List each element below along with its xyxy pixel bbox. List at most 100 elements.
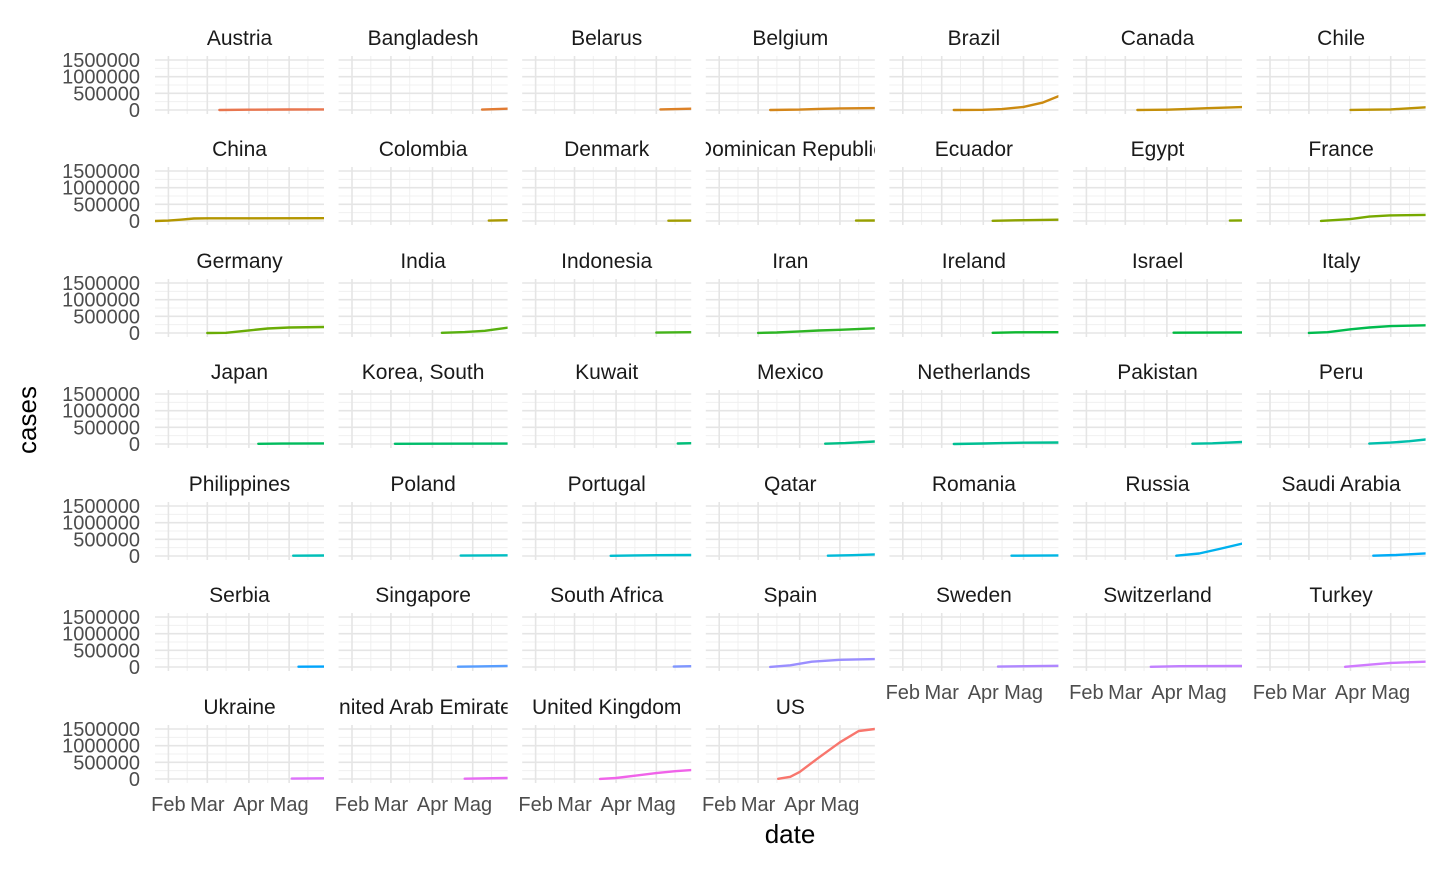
panel-portugal: Portugal <box>522 473 691 560</box>
panel-strip-label: Pakistan <box>1117 361 1198 384</box>
panel-strip-label: France <box>1308 138 1373 161</box>
y-tick-label: 1500000 <box>62 719 140 741</box>
series-line <box>207 327 324 333</box>
series-line <box>1369 440 1425 444</box>
panel-peru: Peru <box>1257 361 1426 448</box>
y-axis-title: cases <box>12 386 42 454</box>
panel-kuwait: Kuwait <box>522 361 691 448</box>
panel-colombia: Colombia <box>339 138 508 225</box>
panel-strip-label: US <box>776 696 805 719</box>
panel-strip-label: Romania <box>932 473 1016 496</box>
y-tick-label: 1500000 <box>62 50 140 72</box>
x-tick-label: Mar <box>1108 682 1143 704</box>
x-tick-label: Mar <box>741 794 776 816</box>
series-line <box>219 109 324 110</box>
panel-strip-label: Italy <box>1322 250 1361 273</box>
panel-indonesia: Indonesia <box>522 250 691 337</box>
x-tick-label: Feb <box>518 794 552 816</box>
series-line <box>998 666 1058 667</box>
panel-mexico: Mexico <box>706 361 875 448</box>
panel-strip-label: China <box>212 138 267 161</box>
x-tick-label: Mag <box>820 794 859 816</box>
x-tick-label: Mar <box>374 794 409 816</box>
panel-singapore: Singapore <box>339 584 508 671</box>
panel-strip-label: Philippines <box>189 473 291 496</box>
panel-strip-label: South Africa <box>550 584 664 607</box>
x-tick-label: Feb <box>151 794 185 816</box>
panel-pakistan: Pakistan <box>1073 361 1242 448</box>
series-line <box>1192 442 1242 444</box>
x-tick-label: Apr <box>417 794 448 816</box>
panel-strip-label: Ukraine <box>203 696 275 719</box>
panel-ecuador: Ecuador <box>889 138 1058 225</box>
panel-canada: Canada <box>1073 27 1242 114</box>
series-line <box>482 109 508 110</box>
panel-dominican-republic: Dominican Republic <box>697 138 884 225</box>
series-line <box>993 332 1059 333</box>
panel-romania: Romania <box>889 473 1058 560</box>
panel-ireland: Ireland <box>889 250 1058 337</box>
y-tick-label: 1500000 <box>62 607 140 629</box>
panel-strip-label: Portugal <box>568 473 646 496</box>
x-tick-label: Apr <box>1151 682 1182 704</box>
panel-india: India <box>339 250 508 337</box>
panel-strip-label: Switzerland <box>1103 584 1212 607</box>
panel-strip-label: Saudi Arabia <box>1282 473 1401 496</box>
x-tick-label: Mar <box>190 794 225 816</box>
panel-south-africa: South Africa <box>522 584 691 671</box>
panel-israel: Israel <box>1073 250 1242 337</box>
panel-poland: Poland <box>339 473 508 560</box>
panel-strip-label: Indonesia <box>561 250 652 273</box>
series-line <box>1309 325 1426 333</box>
panel-strip-label: Netherlands <box>917 361 1030 384</box>
x-tick-label: Feb <box>702 794 736 816</box>
panel-denmark: Denmark <box>522 138 691 225</box>
x-tick-label: Apr <box>968 682 999 704</box>
panel-strip-label: Iran <box>772 250 808 273</box>
panel-strip-label: Poland <box>390 473 455 496</box>
x-tick-label: Feb <box>1253 682 1287 704</box>
x-tick-label: Mar <box>557 794 592 816</box>
x-tick-label: Feb <box>335 794 369 816</box>
series-line <box>600 770 691 779</box>
x-tick-label: Feb <box>1069 682 1103 704</box>
panel-strip-label: Russia <box>1125 473 1190 496</box>
x-tick-label: Mar <box>924 682 959 704</box>
panel-strip-label: Serbia <box>209 584 270 607</box>
panel-belgium: Belgium <box>706 27 875 114</box>
series-line <box>1345 662 1426 667</box>
series-line <box>611 555 692 556</box>
series-line <box>465 778 508 779</box>
panel-strip-label: Austria <box>207 27 273 50</box>
panel-strip-label: Germany <box>196 250 283 273</box>
panel-strip-label: Sweden <box>936 584 1012 607</box>
x-tick-label: Apr <box>784 794 815 816</box>
panel-strip-label: Dominican Republic <box>697 138 884 161</box>
panel-strip-label: Turkey <box>1309 584 1373 607</box>
panel-strip-label: Belarus <box>571 27 642 50</box>
x-tick-label: Apr <box>233 794 264 816</box>
panel-strip-label: Mexico <box>757 361 824 384</box>
y-tick-label: 1500000 <box>62 496 140 518</box>
panel-spain: Spain <box>706 584 875 671</box>
panel-strip-label: Ecuador <box>935 138 1013 161</box>
x-tick-label: Apr <box>601 794 632 816</box>
panel-netherlands: Netherlands <box>889 361 1058 448</box>
x-tick-label: Mag <box>1188 682 1227 704</box>
panel-strip-label: Canada <box>1121 27 1195 50</box>
panel-brazil: Brazil <box>889 27 1058 114</box>
panel-strip-label: Bangladesh <box>368 27 479 50</box>
series-line <box>660 109 691 110</box>
series-line <box>954 443 1059 445</box>
panel-bangladesh: Bangladesh <box>339 27 508 114</box>
y-tick-label: 1500000 <box>62 273 140 295</box>
panel-strip-label: Denmark <box>564 138 650 161</box>
